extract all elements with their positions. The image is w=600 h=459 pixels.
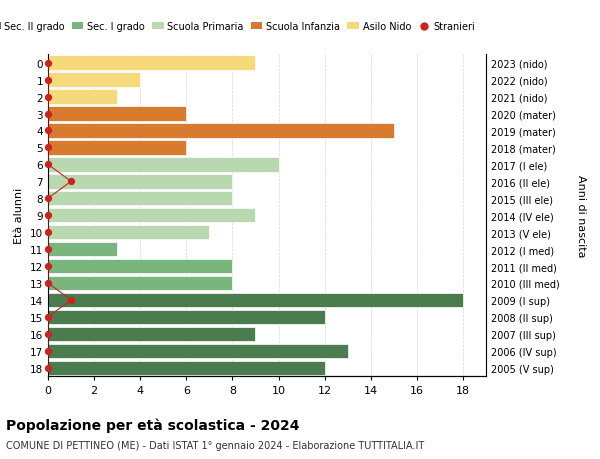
Bar: [48, 259, 232, 274]
Point: [43, 229, 53, 236]
Point: [43, 77, 53, 84]
Point: [43, 128, 53, 135]
Point: [43, 111, 53, 118]
Point: [43, 212, 53, 219]
Bar: [48, 310, 325, 325]
Point: [43, 330, 53, 338]
Bar: [48, 107, 187, 122]
Point: [43, 364, 53, 372]
Point: [43, 347, 53, 355]
Bar: [48, 242, 117, 257]
Bar: [48, 158, 278, 172]
Bar: [48, 327, 256, 341]
Text: COMUNE DI PETTINEO (ME) - Dati ISTAT 1° gennaio 2024 - Elaborazione TUTTITALIA.I: COMUNE DI PETTINEO (ME) - Dati ISTAT 1° …: [6, 440, 424, 450]
Legend: Sec. II grado, Sec. I grado, Scuola Primaria, Scuola Infanzia, Asilo Nido, Stran: Sec. II grado, Sec. I grado, Scuola Prim…: [0, 18, 479, 36]
Bar: [48, 225, 209, 240]
Point: [43, 246, 53, 253]
Bar: [48, 192, 232, 206]
Bar: [48, 175, 232, 189]
Y-axis label: Età alunni: Età alunni: [14, 188, 25, 244]
Y-axis label: Anni di nascita: Anni di nascita: [576, 174, 586, 257]
Point: [66, 178, 76, 185]
Bar: [48, 344, 347, 358]
Bar: [48, 293, 463, 308]
Bar: [48, 276, 232, 291]
Point: [43, 94, 53, 101]
Bar: [48, 56, 256, 71]
Point: [43, 161, 53, 168]
Point: [43, 280, 53, 287]
Point: [43, 60, 53, 67]
Bar: [48, 90, 117, 105]
Bar: [48, 141, 187, 155]
Bar: [48, 208, 256, 223]
Point: [43, 313, 53, 321]
Point: [43, 145, 53, 152]
Point: [43, 195, 53, 202]
Bar: [48, 361, 325, 375]
Text: Popolazione per età scolastica - 2024: Popolazione per età scolastica - 2024: [6, 418, 299, 432]
Bar: [48, 73, 140, 88]
Point: [66, 297, 76, 304]
Bar: [48, 124, 394, 138]
Point: [43, 263, 53, 270]
